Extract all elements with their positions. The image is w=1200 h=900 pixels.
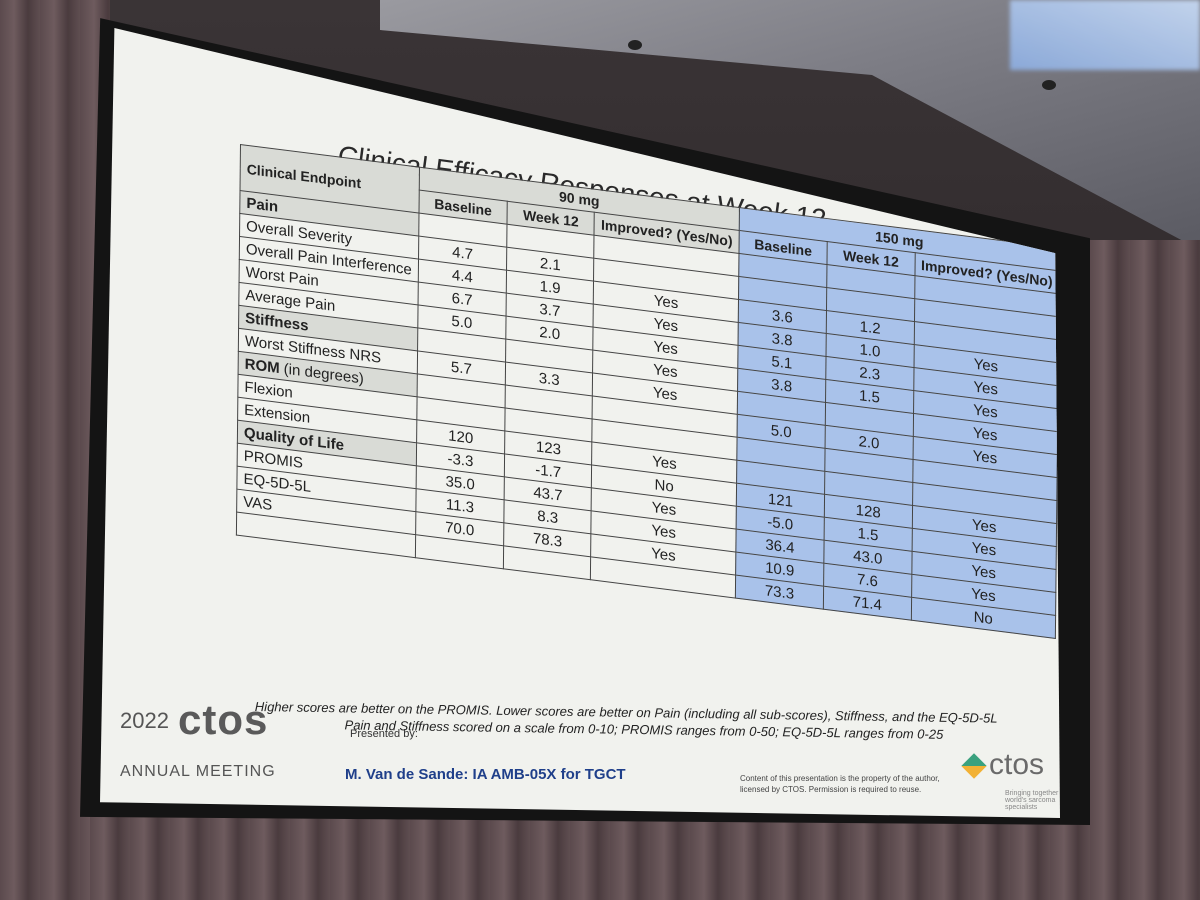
endpoint-label-text: ROM [244,355,280,377]
presented-by-label: Presented by: [350,728,418,740]
endpoint-label-text: Flexion [244,378,293,402]
ctos-cube-icon [961,753,987,779]
copyright-notice: Content of this presentation is the prop… [740,774,940,794]
presenter-name: M. Van de Sande: IA AMB-05X for TGCT [345,766,626,783]
endpoint-label-text: Pain [246,194,279,216]
ceiling-fixture [1042,80,1056,90]
slide: Clinical Efficacy Responses at Week 12 C… [100,28,1060,818]
projection-screen: Clinical Efficacy Responses at Week 12 C… [100,28,1060,818]
logo-annual-meeting: ANNUAL MEETING [120,763,276,780]
logo-ctos: ctos [178,696,269,743]
endpoint-label-text: VAS [243,492,273,514]
ceiling-light [1010,0,1200,70]
ceiling-fixture [628,40,642,50]
ctos-logo-right: ctos [961,748,1045,782]
logo-year: 2022 [120,708,169,733]
ctos-tagline: Bringing together the world's sarcoma sp… [1005,790,1060,811]
ctos-logo-text: ctos [989,748,1045,781]
